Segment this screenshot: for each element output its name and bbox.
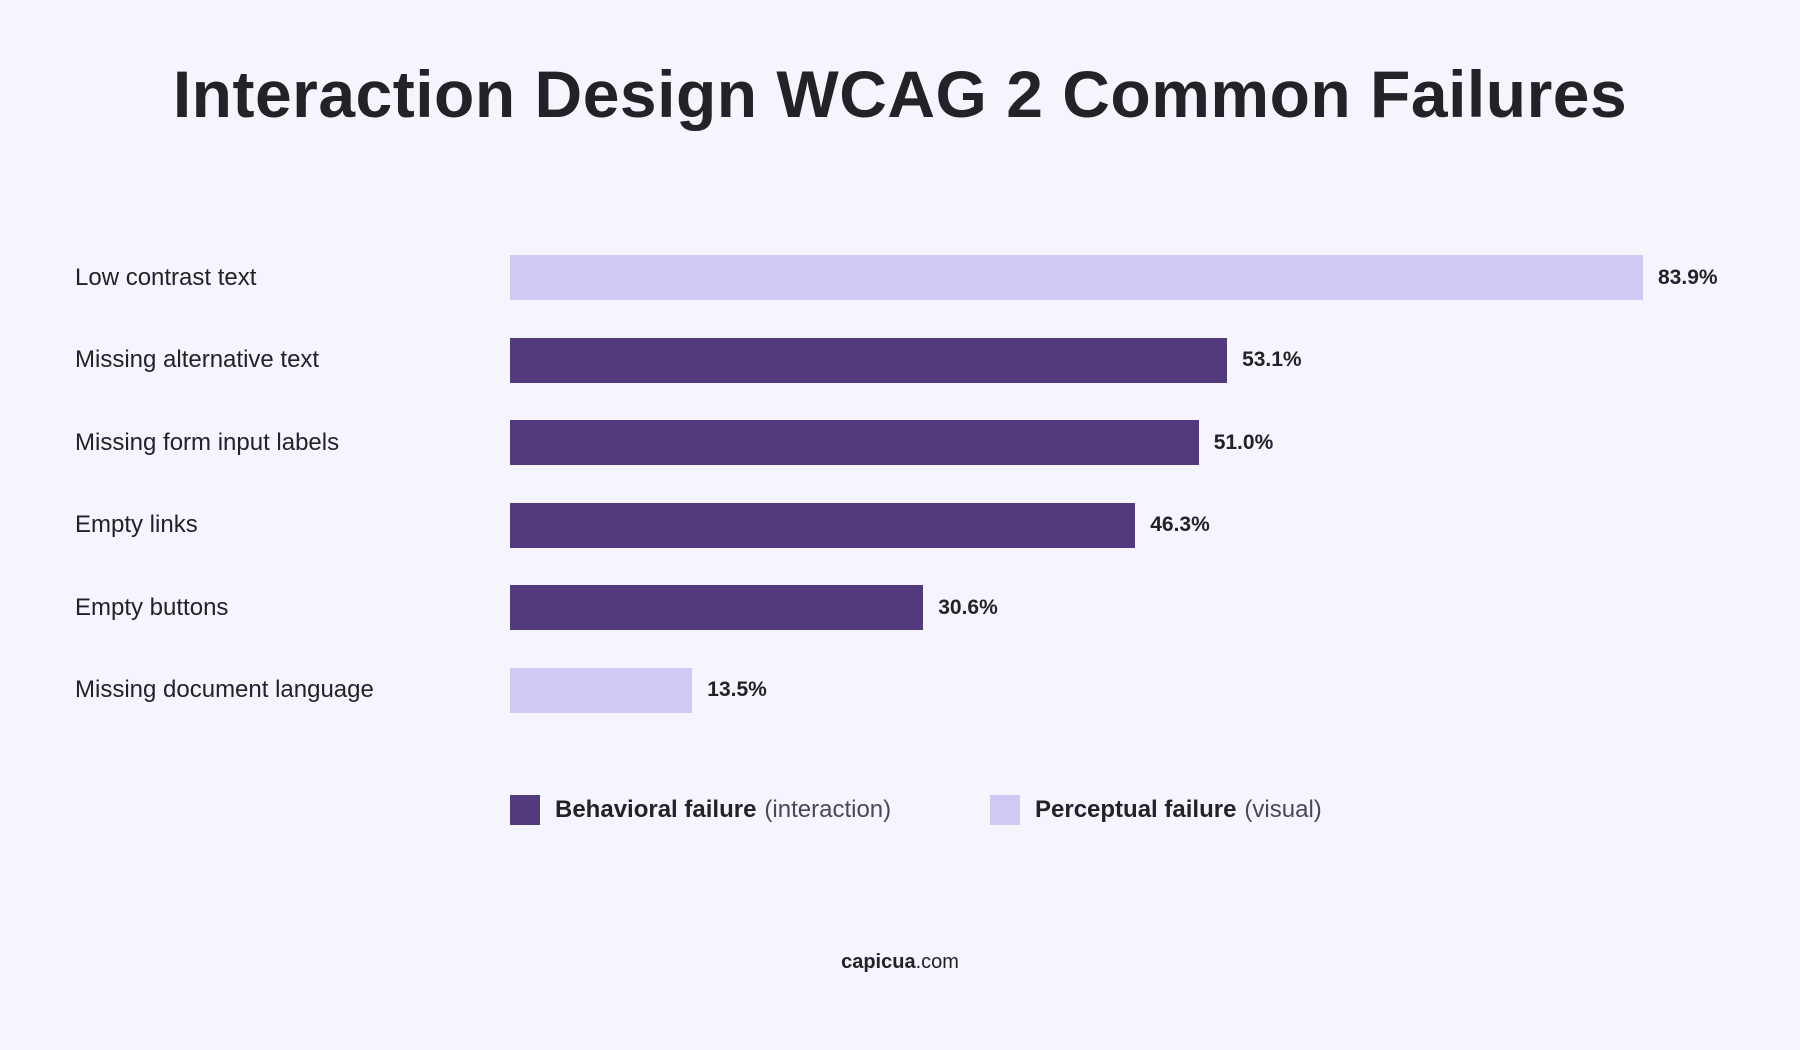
category-label-empty-links: Empty links [75,511,198,538]
category-label-missing-form-input-labels: Missing form input labels [75,428,340,456]
value-label-empty-buttons: 30.6% [938,595,998,619]
category-label-missing-document-language: Missing document language [75,676,374,703]
value-label-low-contrast-text: 83.9% [1658,265,1718,289]
legend-note-behavioral: (interaction) [764,796,892,823]
bar-missing-form-input-labels [510,420,1199,465]
footer-brand: capicua.com [0,951,1800,974]
legend-label-behavioral: Behavioral failure [555,796,757,823]
category-label-missing-alternative-text: Missing alternative text [75,346,320,373]
bar-empty-buttons [510,585,924,630]
brand-name: capicua [841,951,916,973]
category-label-empty-buttons: Empty buttons [75,593,229,621]
value-label-missing-document-language: 13.5% [707,678,767,701]
legend-note-perceptual: (visual) [1244,796,1322,823]
legend-item-perceptual: Perceptual failure (visual) [990,795,1322,825]
category-label-low-contrast-text: Low contrast text [75,263,257,291]
legend-label-perceptual: Perceptual failure [1035,796,1237,823]
bar-missing-alternative-text [510,337,1228,383]
chart-title: Interaction Design WCAG 2 Common Failure… [172,57,1628,131]
bar-missing-document-language [510,667,693,713]
brand-domain: .com [915,951,959,973]
bar-empty-links [510,502,1136,548]
legend-swatch-perceptual [990,795,1020,825]
value-label-empty-links: 46.3% [1150,513,1210,536]
legend-swatch-behavioral [510,795,540,825]
value-label-missing-alternative-text: 53.1% [1242,348,1302,371]
legend-item-behavioral: Behavioral failure (interaction) [510,795,891,825]
bar-low-contrast-text [510,255,1643,300]
value-label-missing-form-input-labels: 51.0% [1213,430,1274,454]
